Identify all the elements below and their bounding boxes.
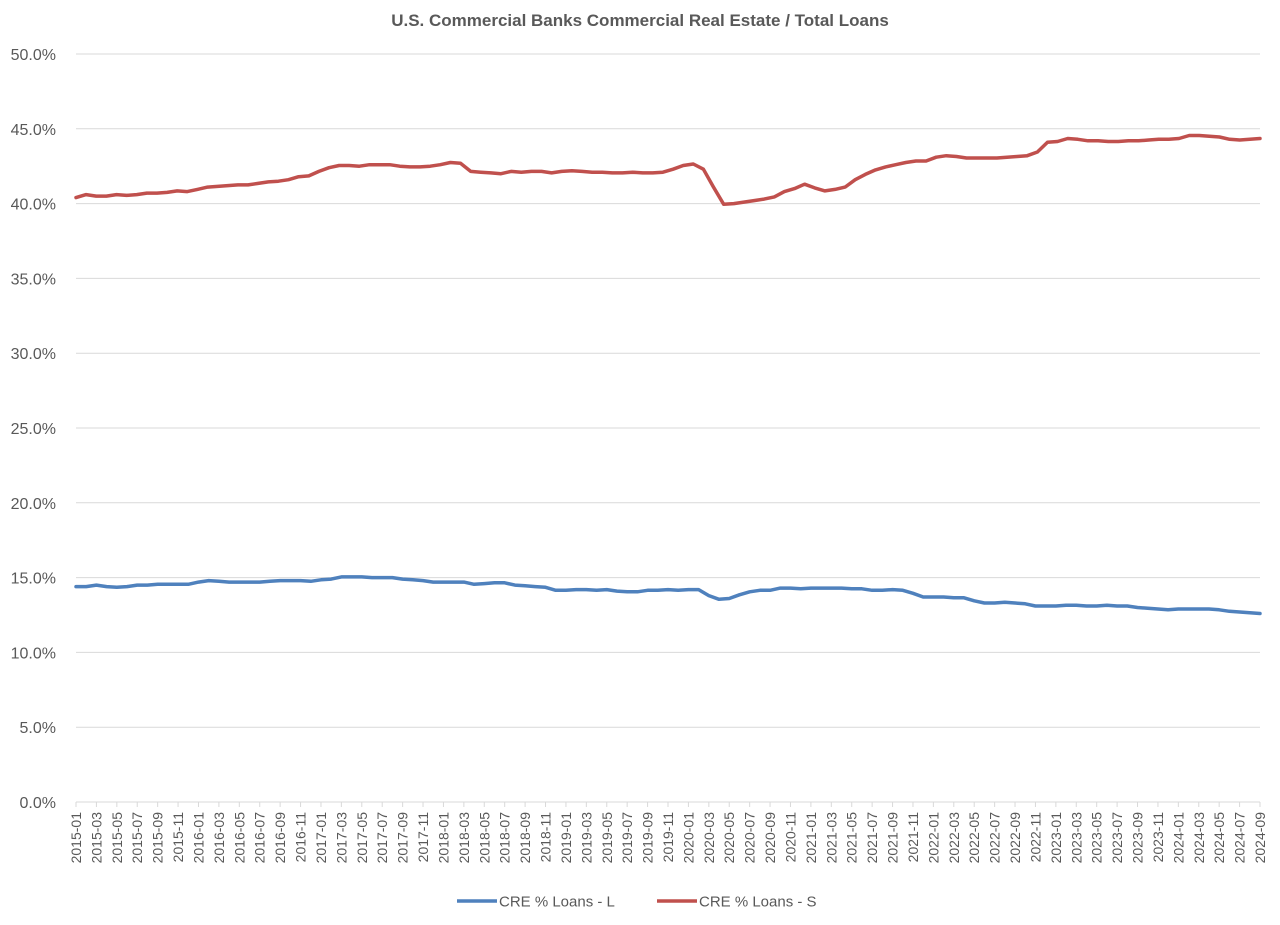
y-tick-label: 30.0% [11, 346, 56, 363]
x-tick-label: 2021-11 [905, 812, 921, 863]
x-axis-ticks: 2015-01 2015-03 2015-05 2015-07 2015-09 2015-… [68, 802, 1268, 863]
series-lines [74, 133, 1262, 616]
x-tick-label: 2018-11 [538, 812, 554, 863]
x-tick-label: 2018-03 [456, 812, 472, 864]
x-tick-label: 2015-03 [88, 812, 104, 864]
x-tick-label: 2023-05 [1089, 812, 1105, 864]
x-tick-label: 2016-03 [211, 812, 227, 864]
x-tick-label: 2017-01 [313, 812, 329, 864]
x-tick-label: 2019-09 [640, 812, 656, 864]
y-tick-label: 5.0% [20, 720, 56, 737]
y-tick-label: 0.0% [20, 795, 56, 812]
y-tick-label: 10.0% [11, 645, 56, 662]
x-tick-label: 2022-01 [925, 812, 941, 864]
x-tick-label: 2020-11 [782, 812, 798, 863]
x-tick-label: 2024-03 [1191, 812, 1207, 864]
x-tick-label: 2024-05 [1211, 812, 1227, 864]
x-tick-label: 2018-01 [435, 812, 451, 864]
x-tick-label: 2015-11 [170, 812, 186, 863]
y-tick-label: 20.0% [11, 496, 56, 513]
x-tick-label: 2017-03 [333, 812, 349, 864]
y-tick-label: 25.0% [11, 421, 56, 438]
y-tick-label: 45.0% [11, 122, 56, 139]
x-tick-label: 2016-01 [190, 812, 206, 864]
x-tick-label: 2018-05 [476, 812, 492, 864]
x-tick-label: 2021-03 [823, 812, 839, 864]
series-line-1 [74, 575, 1262, 616]
x-tick-label: 2019-07 [619, 812, 635, 864]
series-line-2 [74, 133, 1262, 207]
x-tick-label: 2023-01 [1048, 812, 1064, 864]
x-tick-label: 2022-11 [1027, 812, 1043, 863]
legend-label-1: CRE % Loans - L [499, 894, 615, 911]
x-tick-label: 2021-01 [803, 812, 819, 864]
y-tick-label: 40.0% [11, 197, 56, 214]
x-tick-label: 2016-09 [272, 812, 288, 864]
y-tick-label: 35.0% [11, 271, 56, 288]
x-tick-label: 2024-09 [1252, 812, 1268, 864]
x-tick-label: 2019-03 [578, 812, 594, 864]
legend-label-2: CRE % Loans - S [699, 894, 817, 911]
x-tick-label: 2019-11 [660, 812, 676, 863]
legend: CRE % Loans - L CRE % Loans - S [457, 894, 817, 911]
x-tick-label: 2015-09 [150, 812, 166, 864]
x-tick-label: 2023-09 [1130, 812, 1146, 864]
x-tick-label: 2020-09 [762, 812, 778, 864]
x-tick-label: 2015-05 [109, 812, 125, 864]
x-tick-label: 2015-07 [129, 812, 145, 864]
chart-title: U.S. Commercial Banks Commercial Real Es… [391, 11, 889, 30]
x-tick-label: 2021-05 [844, 812, 860, 864]
x-tick-label: 2022-07 [987, 812, 1003, 864]
x-tick-label: 2021-09 [885, 812, 901, 864]
y-tick-label: 15.0% [11, 571, 56, 588]
x-tick-label: 2018-07 [497, 812, 513, 864]
x-tick-label: 2022-09 [1007, 812, 1023, 864]
x-tick-label: 2019-05 [599, 812, 615, 864]
x-tick-label: 2016-11 [293, 812, 309, 863]
x-tick-label: 2020-07 [742, 812, 758, 864]
x-tick-label: 2017-05 [354, 812, 370, 864]
x-tick-label: 2020-03 [701, 812, 717, 864]
x-tick-label: 2016-05 [231, 812, 247, 864]
x-tick-label: 2018-09 [517, 812, 533, 864]
x-tick-label: 2022-05 [966, 812, 982, 864]
x-tick-label: 2021-07 [864, 812, 880, 864]
x-tick-label: 2023-07 [1109, 812, 1125, 864]
x-tick-label: 2023-03 [1068, 812, 1084, 864]
y-axis-ticks: 0.0% 5.0% 10.0% 15.0% 20.0% 25.0% 30.0% 35.0% 40… [11, 47, 56, 812]
x-tick-label: 2024-01 [1170, 812, 1186, 864]
x-tick-label: 2017-09 [395, 812, 411, 864]
x-tick-label: 2022-03 [946, 812, 962, 864]
x-tick-label: 2020-05 [721, 812, 737, 864]
gridlines [76, 53, 1260, 803]
x-tick-label: 2023-11 [1150, 812, 1166, 863]
y-tick-label: 50.0% [11, 47, 56, 64]
x-tick-label: 2017-11 [415, 812, 431, 863]
x-tick-label: 2017-07 [374, 812, 390, 864]
x-tick-label: 2015-01 [68, 812, 84, 864]
x-tick-label: 2024-07 [1232, 812, 1248, 864]
x-tick-label: 2019-01 [558, 812, 574, 864]
x-tick-label: 2016-07 [252, 812, 268, 864]
x-tick-label: 2020-01 [680, 812, 696, 864]
